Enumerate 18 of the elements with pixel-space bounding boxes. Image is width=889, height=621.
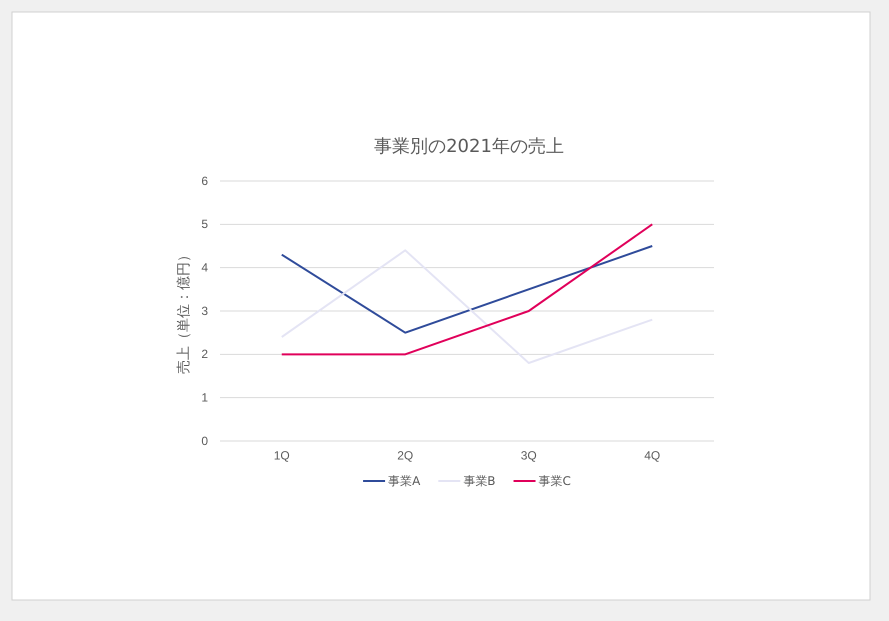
y-tick-label: 4 — [201, 260, 208, 275]
x-tick-label: 2Q — [397, 448, 414, 463]
x-tick-label: 1Q — [274, 448, 290, 463]
y-tick-label: 2 — [201, 347, 208, 362]
line-series — [280, 245, 654, 334]
y-tick-label: 0 — [201, 434, 208, 448]
legend-label: 事業A — [388, 474, 422, 488]
x-tick-label: 3Q — [520, 448, 537, 463]
y-tick-label: 3 — [201, 304, 208, 318]
y-tick-label: 6 — [201, 174, 208, 188]
chart-title: 事業別の2021年の売上 — [374, 136, 564, 157]
line-series — [280, 249, 654, 364]
y-tick-label: 5 — [201, 217, 208, 232]
y-tick-label: 1 — [201, 390, 208, 405]
legend-label: 事業B — [463, 474, 496, 488]
y-axis-title: 売上（単位：億円） — [176, 248, 192, 374]
legend-label: 事業C — [538, 474, 571, 488]
x-tick-label: 4Q — [644, 448, 660, 463]
